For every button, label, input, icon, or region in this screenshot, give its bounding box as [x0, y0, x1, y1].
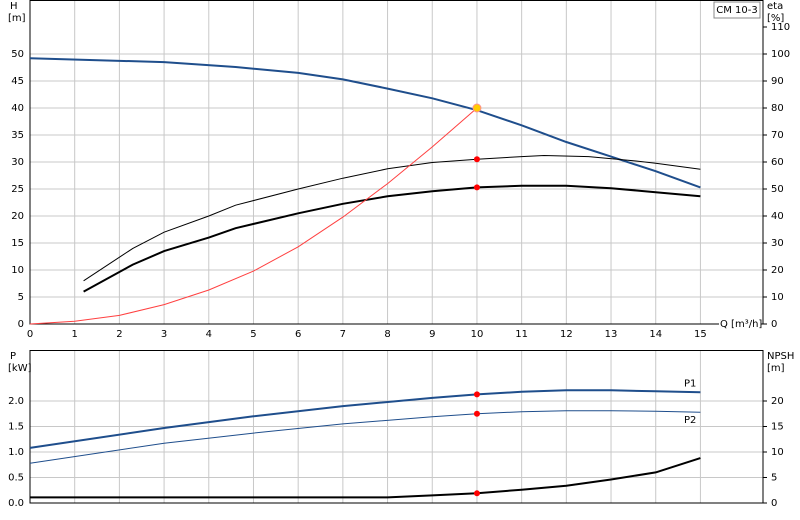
y2-tick-label: 30: [771, 238, 784, 249]
x-tick-label: 0: [27, 329, 33, 340]
operating-point: [473, 184, 480, 191]
x-tick-label: 6: [295, 329, 301, 340]
x-label: Q [m³/h]: [720, 319, 762, 330]
plot-frame: [29, 350, 764, 504]
y2-tick-label: 10: [771, 447, 784, 458]
x-tick-label: 10: [471, 329, 484, 340]
y-tick-label: 0: [18, 319, 24, 330]
y-tick-label: 5: [18, 292, 24, 303]
y2-tick-label: 0: [771, 319, 777, 330]
x-tick-label: 1: [72, 329, 78, 340]
curve: [29, 57, 701, 189]
title-box: [713, 1, 761, 19]
y-tick-label: 30: [11, 157, 24, 168]
y2-label: NPSH: [767, 351, 794, 362]
x-tick-label: 8: [384, 329, 390, 340]
y-tick-label: 50: [11, 49, 24, 60]
y2-tick-label: 40: [771, 211, 784, 222]
y-tick-label: 1.0: [8, 447, 24, 458]
y-label: H: [10, 1, 18, 12]
x-tick-label: 4: [206, 329, 212, 340]
y-tick-label: 15: [11, 238, 24, 249]
y2-tick-label: 110: [771, 22, 790, 33]
y-tick-label: 2.0: [8, 396, 24, 407]
operating-point: [473, 391, 480, 398]
x-tick-label: 9: [429, 329, 435, 340]
y2-tick-label: 70: [771, 130, 784, 141]
plot-frame: [29, 0, 764, 325]
y2-tick-label: 20: [771, 396, 784, 407]
y-tick-label: 45: [11, 76, 24, 87]
y2-tick-label: 10: [771, 292, 784, 303]
operating-point: [473, 410, 480, 417]
y2-tick-label: 5: [771, 473, 777, 484]
operating-point: [473, 490, 480, 497]
x-tick-label: 2: [116, 329, 122, 340]
chart-title: CM 10-3: [716, 5, 757, 16]
x-tick-label: 3: [161, 329, 167, 340]
y2-tick-label: 0: [771, 498, 777, 509]
operating-point: [472, 103, 482, 113]
y-tick-label: 10: [11, 265, 24, 276]
x-tick-label: 5: [250, 329, 256, 340]
curve: [30, 457, 701, 499]
y-label: P: [10, 351, 16, 362]
y-tick-label: 1.5: [8, 422, 24, 433]
y2-tick-label: 80: [771, 103, 784, 114]
series-label: P2: [684, 415, 696, 426]
x-tick-label: 12: [560, 329, 573, 340]
y2-unit: [%]: [767, 13, 784, 24]
y2-unit: [m]: [767, 363, 785, 374]
series-label: P1: [684, 378, 696, 389]
curve: [29, 107, 478, 325]
y-tick-label: 20: [11, 211, 24, 222]
x-tick-label: 14: [649, 329, 662, 340]
y2-tick-label: 100: [771, 49, 790, 60]
x-tick-label: 7: [340, 329, 346, 340]
x-tick-label: 15: [694, 329, 707, 340]
y-tick-label: 35: [11, 130, 24, 141]
y-unit: [kW]: [8, 363, 32, 374]
y-tick-label: 0.0: [8, 498, 24, 509]
y2-tick-label: 90: [771, 76, 784, 87]
y2-tick-label: 20: [771, 265, 784, 276]
x-tick-label: 13: [605, 329, 618, 340]
y2-tick-label: 50: [771, 184, 784, 195]
y2-label: eta: [767, 1, 783, 12]
curve: [83, 184, 701, 293]
y-tick-label: 25: [11, 184, 24, 195]
x-label-bg: [719, 316, 761, 330]
y-tick-label: 40: [11, 103, 24, 114]
x-tick-label: 11: [515, 329, 528, 340]
y2-tick-label: 15: [771, 422, 784, 433]
y-tick-label: 0.5: [8, 473, 24, 484]
operating-point: [473, 156, 480, 163]
y2-tick-label: 60: [771, 157, 784, 168]
y-unit: [m]: [8, 13, 26, 24]
